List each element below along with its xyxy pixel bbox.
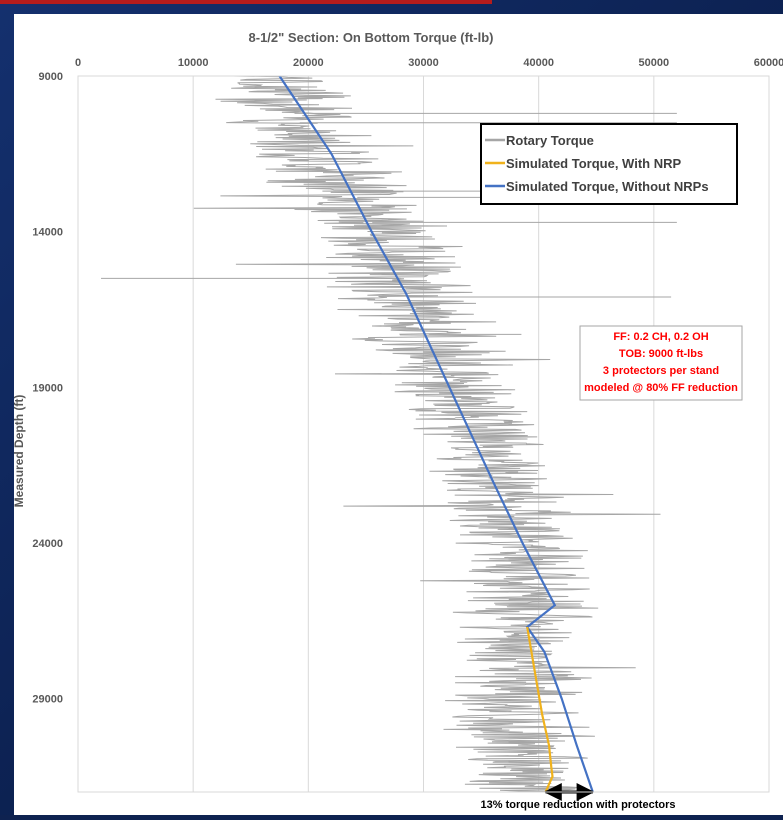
annotation-line: FF: 0.2 CH, 0.2 OH <box>613 331 708 343</box>
x-tick-label: 60000 <box>754 57 783 69</box>
y-axis-ticks: 9000 14000 19000 24000 29000 <box>32 71 63 706</box>
friction-annotation: FF: 0.2 CH, 0.2 OH TOB: 9000 ft-lbs 3 prot… <box>579 325 743 401</box>
y-tick-label: 24000 <box>32 538 63 550</box>
annotation-line: TOB: 9000 ft-lbs <box>619 348 703 360</box>
torque-chart: 8-1/2" Section: On Bottom Torque (ft-lb)… <box>12 30 783 811</box>
series-line-rotary-torque <box>193 75 661 793</box>
legend-box <box>480 123 738 205</box>
chart-panel: 8-1/2" Section: On Bottom Torque (ft-lb)… <box>12 14 783 815</box>
x-tick-label: 30000 <box>408 57 439 69</box>
reduction-note: 13% torque reduction with protectors <box>481 783 676 811</box>
x-tick-label: 0 <box>75 57 81 69</box>
legend-label: Simulated Torque, With NRP <box>506 156 681 171</box>
reduction-label: 13% torque reduction with protectors <box>481 799 676 811</box>
legend-label: Rotary Torque <box>506 133 594 148</box>
x-tick-label: 50000 <box>639 57 670 69</box>
series-lines <box>101 75 677 793</box>
y-tick-label: 29000 <box>32 694 63 706</box>
y-tick-label: 14000 <box>32 227 63 239</box>
series-line-with-nrp <box>526 626 554 793</box>
x-tick-label: 20000 <box>293 57 324 69</box>
legend-label: Simulated Torque, Without NRPs <box>506 179 709 194</box>
series-line-without-nrps <box>278 75 594 793</box>
annotation-line: modeled @ 80% FF reduction <box>584 382 738 394</box>
y-tick-label: 9000 <box>39 71 63 83</box>
y-axis-label: Measured Depth (ft) <box>14 395 26 508</box>
title-bar-accent <box>0 0 492 4</box>
x-tick-label: 40000 <box>523 57 554 69</box>
chart-title: 8-1/2" Section: On Bottom Torque (ft-lb) <box>249 30 494 45</box>
legend: Rotary Torque Simulated Torque, With NRP S… <box>480 123 738 205</box>
y-tick-label: 19000 <box>32 382 63 394</box>
annotation-line: 3 protectors per stand <box>603 365 719 377</box>
plot-border <box>77 75 770 793</box>
annotation-box <box>579 325 743 401</box>
x-axis-ticks: 0 10000 20000 30000 40000 50000 60000 <box>75 57 783 69</box>
x-tick-label: 10000 <box>178 57 209 69</box>
